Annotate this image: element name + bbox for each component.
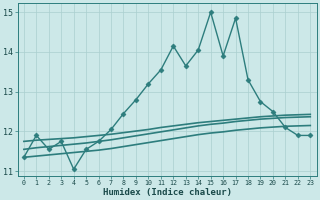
- X-axis label: Humidex (Indice chaleur): Humidex (Indice chaleur): [103, 188, 232, 197]
